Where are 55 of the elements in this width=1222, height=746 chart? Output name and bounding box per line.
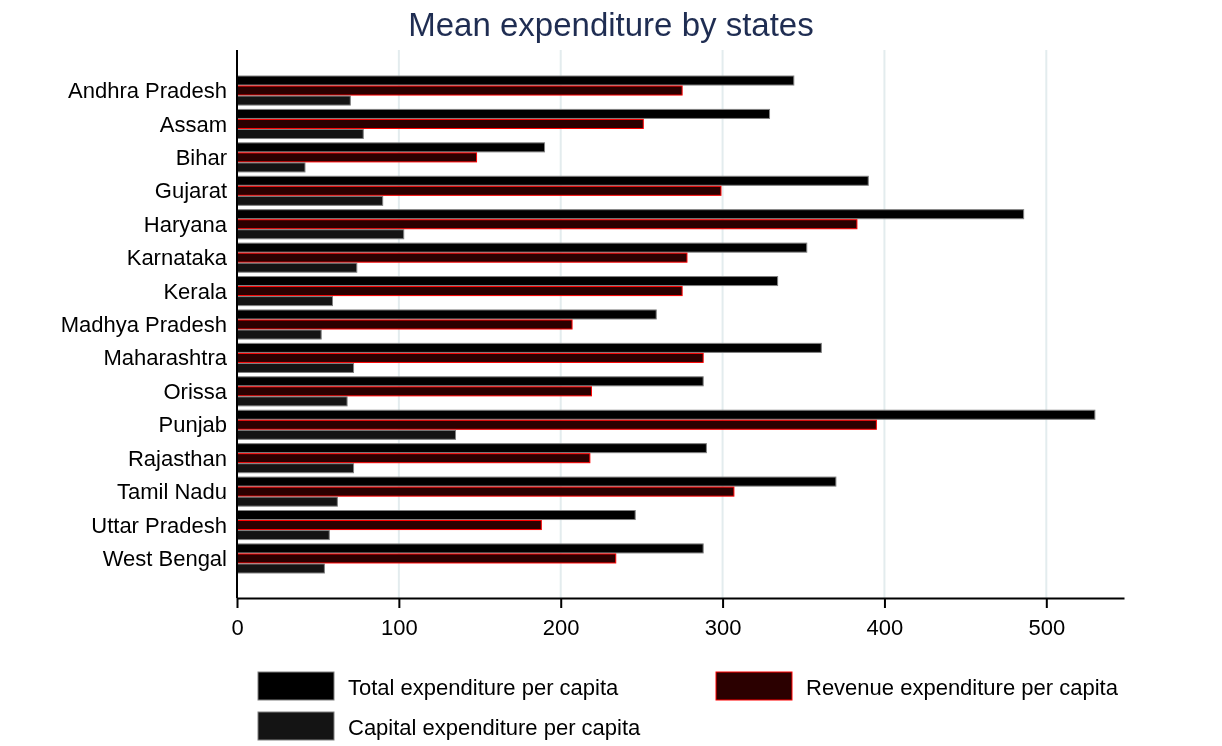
bar — [236, 429, 457, 440]
y-tick-label: Karnataka — [126, 245, 228, 271]
bar — [236, 496, 338, 507]
bar — [236, 219, 858, 230]
legend-label: Revenue expenditure per capita — [806, 675, 1119, 700]
x-tick-label: 400 — [866, 615, 904, 641]
bar — [236, 128, 364, 139]
y-tick-label: Gujarat — [154, 178, 227, 204]
y-tick-label: Rajasthan — [127, 445, 227, 471]
y-tick-label: West Bengal — [102, 546, 227, 571]
y-tick-label: Haryana — [143, 211, 228, 237]
bar — [236, 252, 688, 263]
chart-title: Mean expenditure by states — [408, 6, 814, 43]
bar — [236, 95, 351, 106]
x-tick-label: 0 — [231, 615, 244, 641]
y-tick-label: Assam — [159, 111, 227, 137]
legend-label: Total expenditure per capita — [348, 675, 620, 700]
y-tick-label: Madhya Pradesh — [60, 312, 227, 338]
bar — [236, 453, 591, 464]
bar — [236, 352, 704, 363]
y-tick-label: Maharashtra — [103, 345, 228, 371]
bar — [236, 296, 333, 307]
y-tick-label: Bihar — [175, 144, 227, 170]
bar — [236, 463, 355, 474]
y-tick-label: Orissa — [163, 378, 228, 404]
bar — [236, 319, 573, 330]
x-tick-label: 100 — [381, 615, 418, 641]
bar — [236, 118, 644, 129]
bar — [236, 85, 683, 96]
bar — [236, 262, 358, 273]
bar — [236, 563, 325, 574]
bar — [236, 329, 322, 340]
bar — [236, 396, 348, 407]
bar — [236, 362, 355, 373]
bar — [236, 162, 306, 173]
y-tick-label: Kerala — [163, 278, 228, 304]
bar — [236, 486, 735, 497]
x-tick-label: 500 — [1028, 615, 1066, 641]
legend-label: Capital expenditure per capita — [348, 715, 642, 740]
y-tick-label: Punjab — [158, 412, 227, 438]
bar — [236, 553, 617, 564]
x-tick-label: 200 — [542, 615, 580, 641]
bar — [236, 185, 722, 196]
bar — [236, 286, 683, 297]
bar — [236, 530, 330, 541]
bar — [236, 195, 384, 206]
bar — [236, 419, 877, 430]
x-tick-label: 300 — [704, 615, 742, 641]
y-tick-label: Andhra Pradesh — [68, 78, 227, 104]
bar — [236, 152, 478, 163]
bar — [236, 386, 592, 397]
y-tick-label: Tamil Nadu — [116, 479, 227, 505]
bar — [236, 229, 405, 240]
y-tick-label: Uttar Pradesh — [91, 512, 227, 538]
bar — [236, 520, 542, 531]
